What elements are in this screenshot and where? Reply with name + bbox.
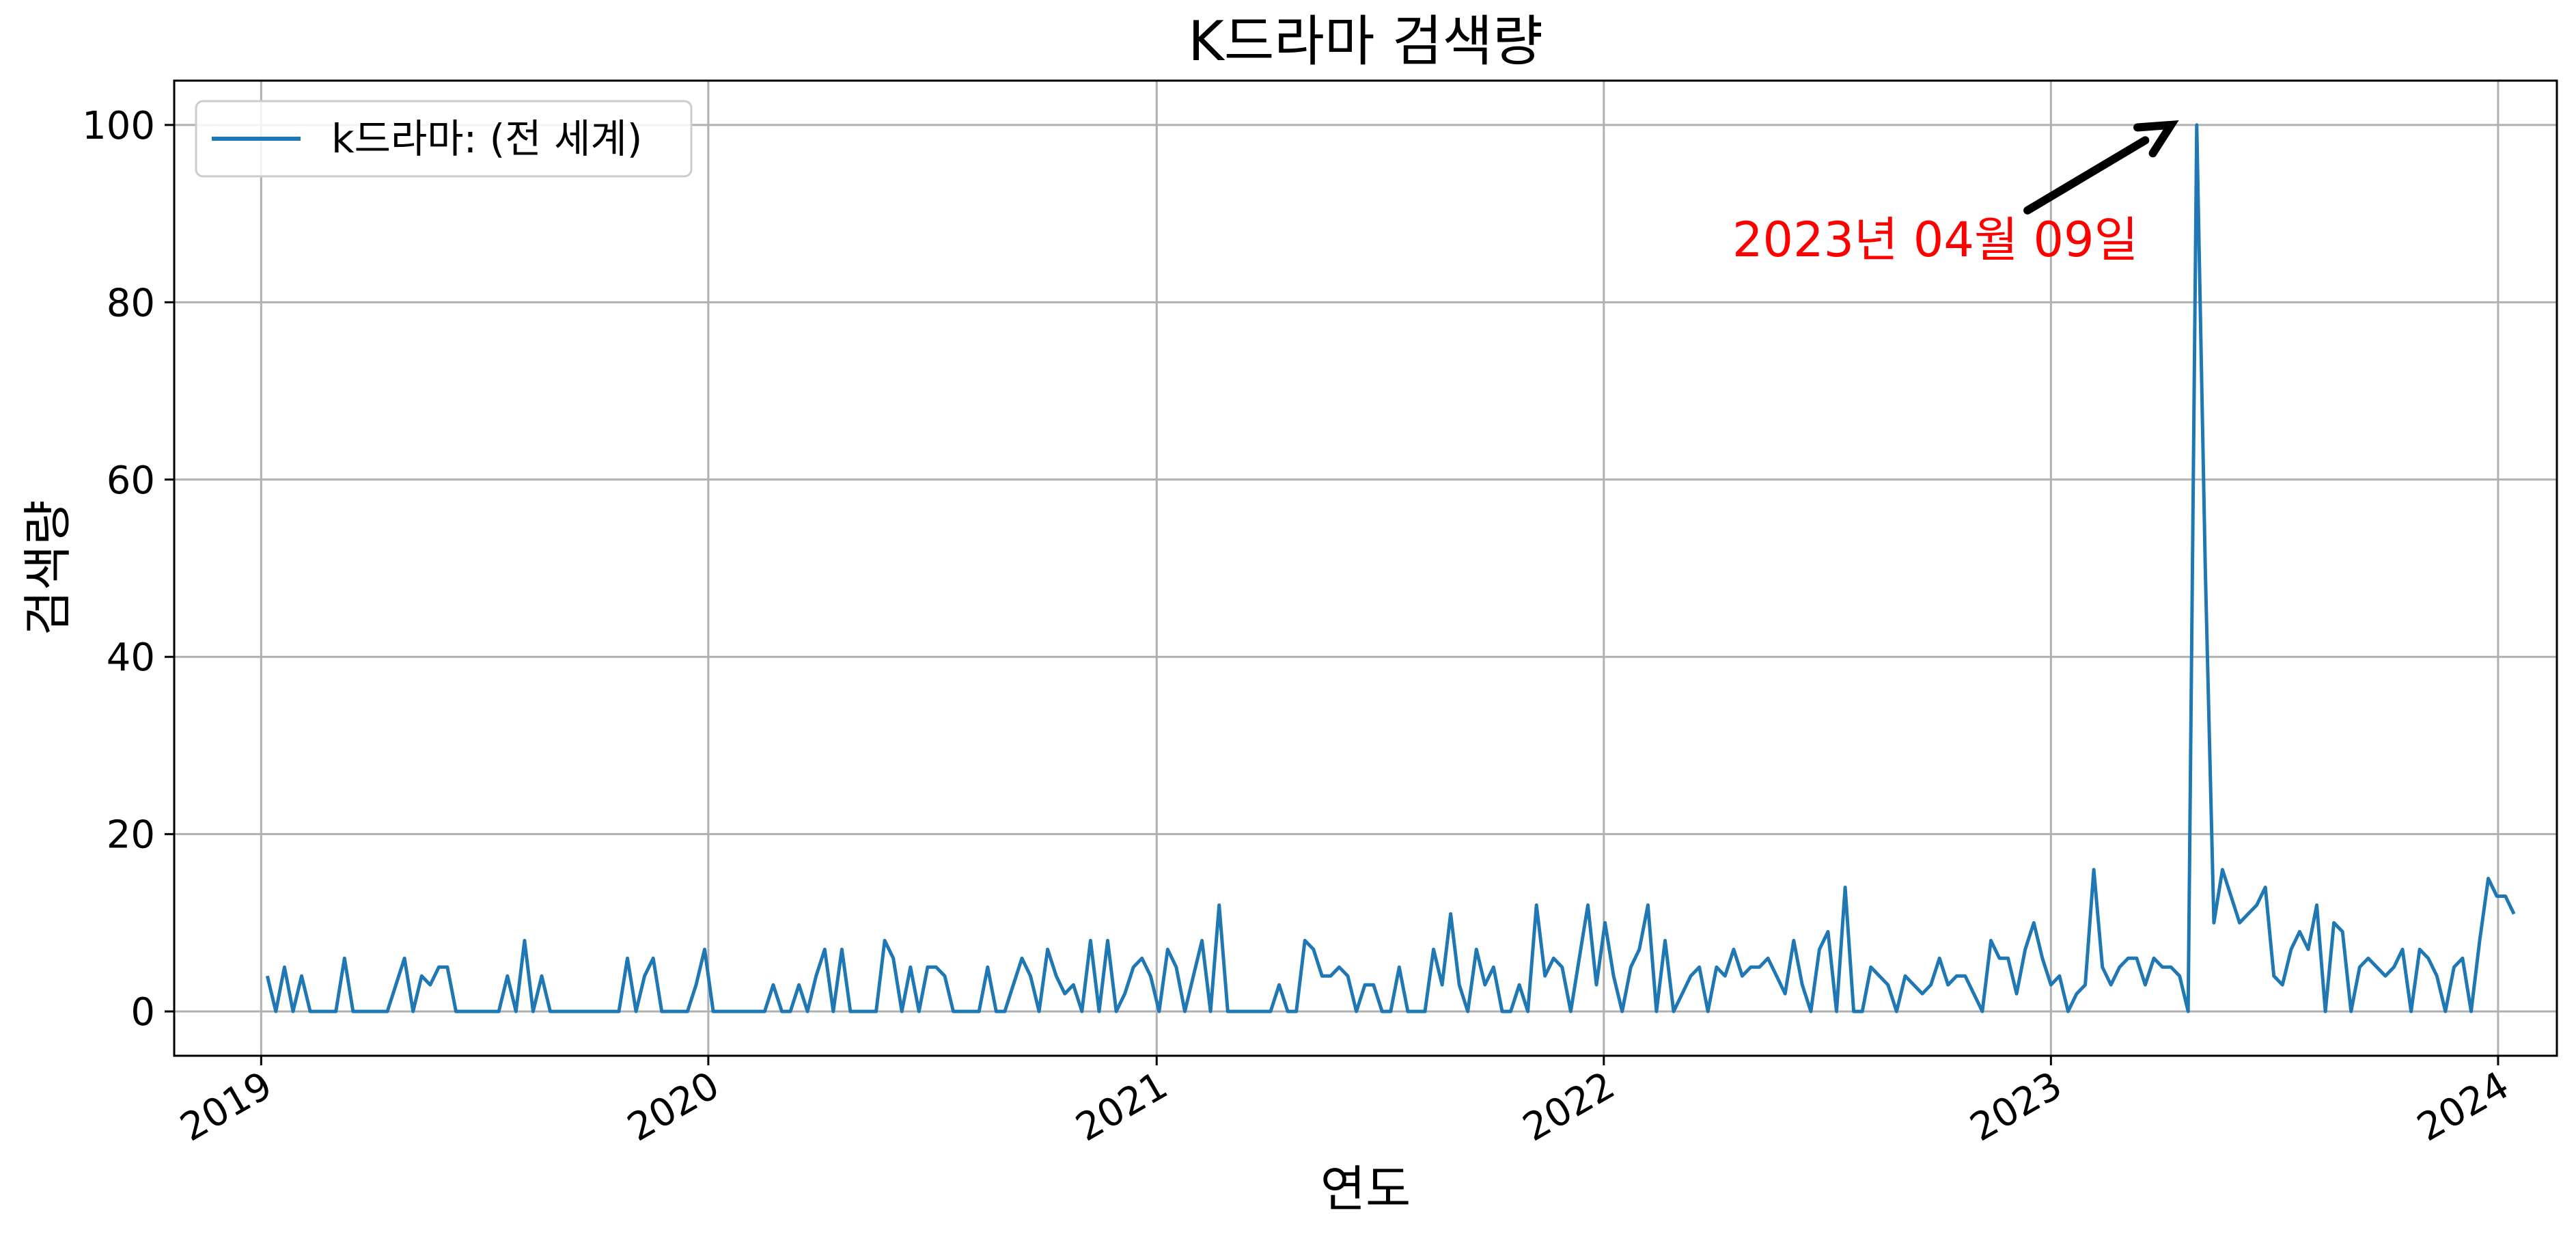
x-tick-label: 2020 bbox=[620, 1063, 727, 1151]
series-line bbox=[265, 123, 2516, 1013]
y-axis-ticks: 0 20 40 60 80 100 bbox=[82, 104, 174, 1035]
x-tick-label: 2022 bbox=[1516, 1063, 1622, 1151]
legend: k드라마: (전 세계) bbox=[195, 100, 693, 178]
peak-annotation-text: 2023년 04월 09일 bbox=[1732, 212, 2138, 268]
y-tick-label: 20 bbox=[107, 813, 155, 858]
y-tick-label: 80 bbox=[107, 281, 155, 325]
annotation-arrow bbox=[2023, 136, 2150, 215]
y-tick-label: 100 bbox=[82, 104, 155, 148]
y-tick-label: 60 bbox=[107, 459, 155, 503]
x-tick-label: 2019 bbox=[173, 1063, 279, 1151]
x-axis-ticks: 2019 2020 2021 2022 2023 2024 bbox=[173, 1056, 2517, 1150]
plot-frame bbox=[173, 79, 2558, 1057]
x-axis-label: 연도 bbox=[1320, 1160, 1411, 1218]
y-axis-label: 검색량 bbox=[19, 500, 77, 636]
x-tick-label: 2023 bbox=[1963, 1063, 2069, 1151]
x-tick-label: 2021 bbox=[1068, 1063, 1175, 1151]
legend-box bbox=[195, 100, 693, 178]
series-layer bbox=[265, 123, 2516, 1013]
y-tick-label: 40 bbox=[107, 636, 155, 680]
y-tick-label: 0 bbox=[130, 990, 155, 1035]
chart-title: K드라마 검색량 bbox=[1188, 10, 1543, 73]
annotation-arrowhead bbox=[2133, 120, 2179, 158]
legend-label: k드라마: (전 세계) bbox=[331, 115, 642, 162]
x-tick-label: 2024 bbox=[2410, 1063, 2517, 1151]
peak-annotation: 2023년 04월 09일 bbox=[1732, 120, 2179, 268]
